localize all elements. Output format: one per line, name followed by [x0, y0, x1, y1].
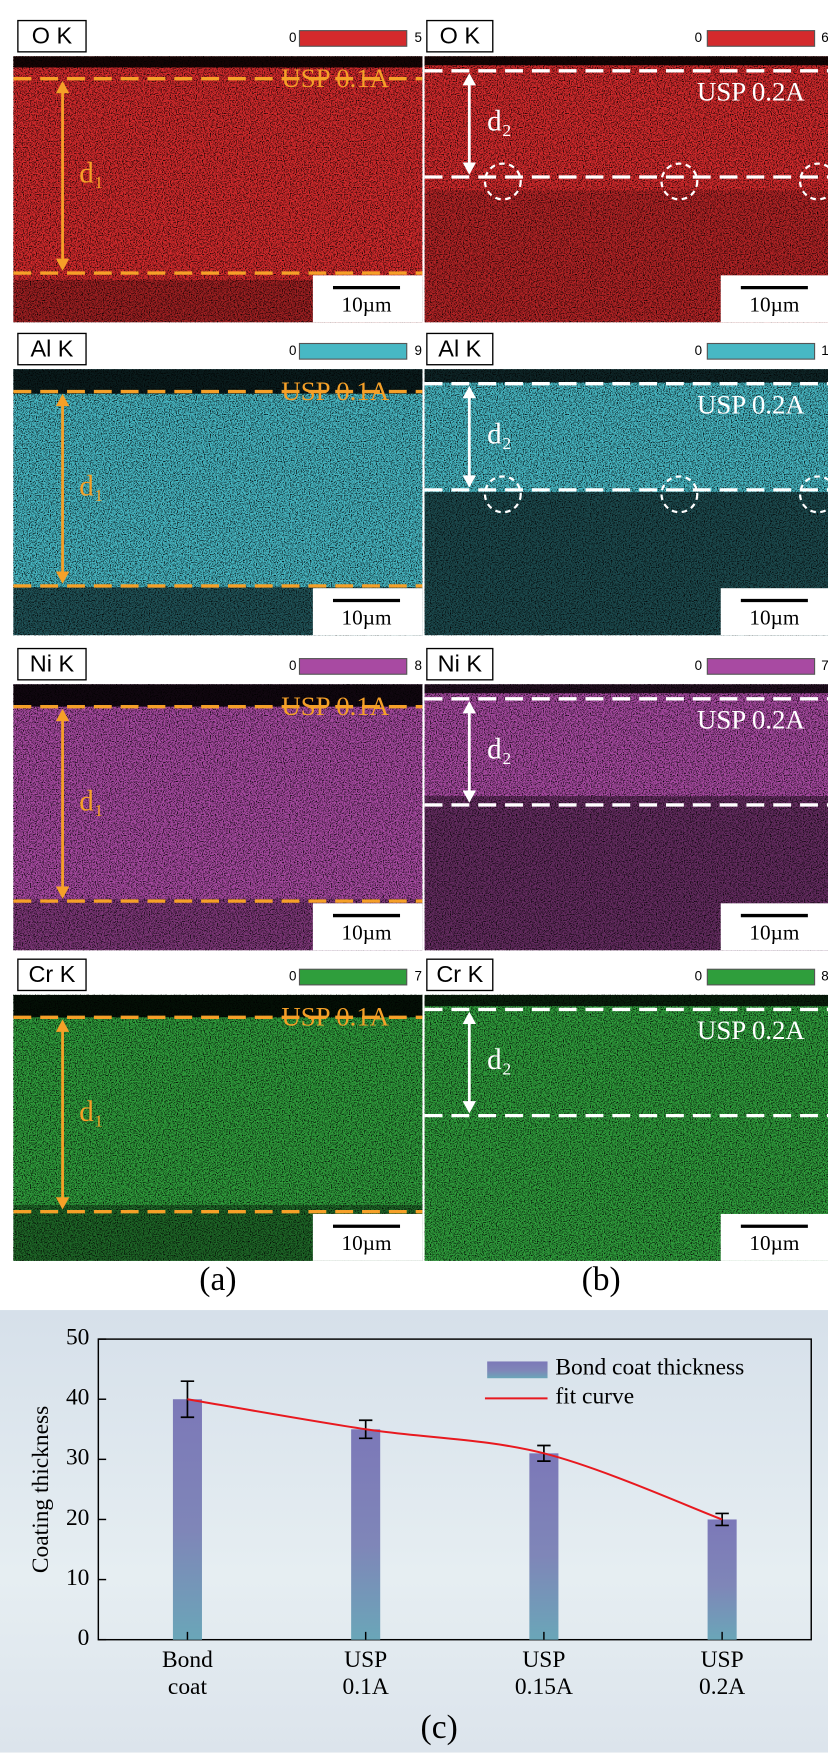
element-label: Al K [438, 335, 481, 361]
scalebar-label: 10µm [342, 920, 392, 944]
panel-letter: (a) [199, 1261, 236, 1298]
legend-label: Bond coat thickness [555, 1355, 744, 1381]
colorbar-min: 0 [695, 30, 702, 45]
colorbar [707, 659, 814, 675]
colorbar-max: 6 [821, 30, 828, 45]
sample-label: USP 0.2A [697, 389, 805, 419]
scalebar-label: 10µm [749, 920, 799, 944]
colorbar [707, 31, 814, 47]
thickness-label: d₂ [487, 418, 512, 450]
element-label: O K [440, 23, 481, 49]
bar [173, 1399, 202, 1639]
scalebar-label: 10µm [749, 292, 799, 316]
y-tick-label: 30 [66, 1445, 89, 1471]
sample-label: USP 0.2A [697, 704, 805, 734]
bar [351, 1429, 380, 1639]
sample-label: USP 0.2A [697, 1015, 805, 1045]
y-tick-label: 10 [66, 1565, 89, 1591]
thickness-label: d₁ [79, 786, 104, 818]
figure: O K 0 5 d₁ USP 0.1A 10µm Al K 0 9 d₁ USP 0.1A 10µm N… [0, 0, 828, 1753]
colorbar [707, 343, 814, 359]
colorbar-min: 0 [695, 969, 702, 984]
colorbar-max: 5 [415, 30, 422, 45]
colorbar-max: 7 [821, 658, 828, 673]
y-tick-label: 20 [66, 1505, 89, 1531]
scalebar-label: 10µm [749, 605, 799, 629]
legend-swatch [487, 1361, 547, 1378]
thickness-label: d₁ [79, 158, 104, 190]
sample-label: USP 0.2A [697, 76, 805, 106]
colorbar [299, 343, 406, 359]
element-label: Ni K [30, 651, 75, 677]
colorbar-min: 0 [695, 343, 702, 358]
panel-letter: (b) [582, 1261, 621, 1298]
colorbar-max: 8 [415, 658, 422, 673]
element-label: Cr K [28, 961, 75, 987]
colorbar [707, 969, 814, 985]
sample-label: USP 0.1A [281, 1002, 389, 1032]
panel-letter: (c) [421, 1709, 458, 1746]
colorbar-min: 0 [289, 969, 296, 984]
colorbar-max: 7 [415, 969, 422, 984]
colorbar-min: 0 [289, 30, 296, 45]
y-tick-label: 40 [66, 1385, 89, 1411]
colorbar [299, 659, 406, 675]
element-label: Al K [30, 335, 73, 361]
scalebar-label: 10µm [342, 605, 392, 629]
element-label: O K [32, 23, 73, 49]
sample-label: USP 0.1A [281, 691, 389, 721]
thickness-label: d₂ [487, 734, 512, 766]
thickness-label: d₂ [487, 106, 512, 138]
colorbar-min: 0 [289, 343, 296, 358]
bar [529, 1453, 558, 1639]
colorbar-max: 13 [821, 343, 828, 358]
thickness-label: d₁ [79, 470, 104, 502]
page: {"columns": [ {"letter": "(a)", "maps": … [0, 0, 828, 1753]
sample-label: USP 0.1A [281, 376, 389, 406]
bar [708, 1519, 737, 1639]
colorbar [299, 31, 406, 47]
colorbar-max: 8 [821, 969, 828, 984]
y-axis-label: Coating thickness [28, 1406, 54, 1573]
thickness-label: d₂ [487, 1044, 512, 1076]
maps: O K 0 5 d₁ USP 0.1A 10µm Al K 0 9 d₁ USP 0.1A 10µm N… [13, 21, 828, 1298]
thickness-label: d₁ [79, 1096, 104, 1128]
legend-label: fit curve [555, 1384, 634, 1410]
element-label: Cr K [436, 961, 483, 987]
scalebar-label: 10µm [342, 1231, 392, 1255]
y-tick-label: 50 [66, 1324, 89, 1350]
scalebar-label: 10µm [749, 1231, 799, 1255]
colorbar-max: 9 [415, 343, 422, 358]
colorbar-min: 0 [289, 658, 296, 673]
colorbar [299, 969, 406, 985]
scalebar-label: 10µm [342, 292, 392, 316]
y-tick-label: 0 [78, 1625, 90, 1651]
colorbar-min: 0 [695, 658, 702, 673]
element-label: Ni K [438, 651, 483, 677]
sample-label: USP 0.1A [281, 63, 389, 93]
